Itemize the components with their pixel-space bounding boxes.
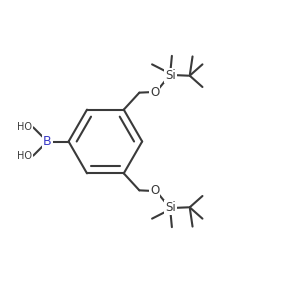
Text: O: O (150, 185, 160, 198)
Text: HO: HO (17, 121, 32, 132)
Text: HO: HO (17, 151, 32, 162)
Text: B: B (43, 135, 52, 148)
Text: Si: Si (165, 201, 176, 215)
Text: O: O (150, 85, 160, 98)
Text: Si: Si (165, 68, 176, 82)
